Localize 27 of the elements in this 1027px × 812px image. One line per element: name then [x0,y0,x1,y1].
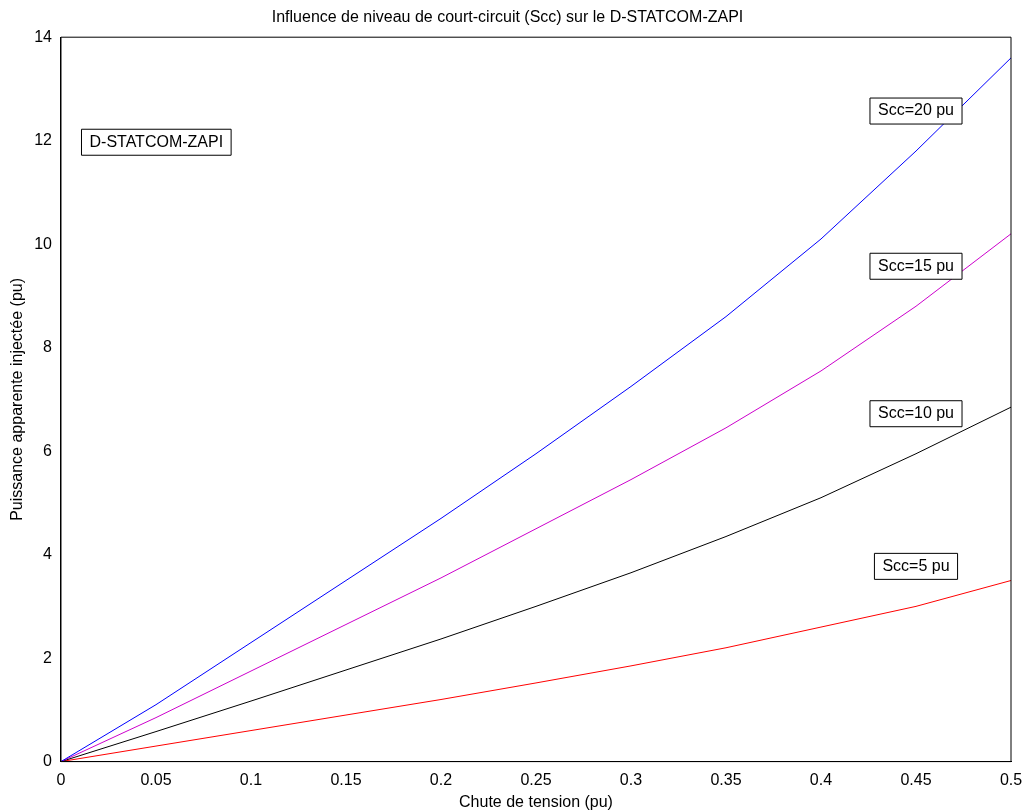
x-tick-label: 0.25 [520,770,552,788]
x-tick-label: 0.4 [809,770,833,788]
series-label: Scc=10 pu [877,404,955,422]
x-tick-label: 0.05 [140,770,172,788]
y-tick-label: 6 [43,441,53,459]
series-label: Scc=5 pu [882,556,950,574]
y-tick-label: 14 [34,27,53,45]
x-tick-label: 0.15 [330,770,362,788]
y-tick-label: 12 [34,131,53,149]
series-label: Scc=20 pu [877,101,955,119]
y-tick-label: 10 [34,234,53,252]
y-tick-label: 2 [43,648,53,666]
x-tick-label: 0.3 [619,770,643,788]
x-axis-title: Chute de tension (pu) [459,792,613,810]
y-tick-label: 4 [43,545,53,563]
chart-title: Influence de niveau de court-circuit (Scc) sur le D-STATCOM-ZAPI [271,8,744,26]
x-tick-label: 0.45 [900,770,932,788]
x-tick-label: 0.5 [999,770,1023,788]
series-label: Scc=15 pu [877,256,955,274]
y-tick-label: 0 [43,752,53,770]
annotation: D-STATCOM-ZAPI [89,132,224,150]
y-axis-title: Puissance apparente injectée (pu) [8,277,26,521]
x-tick-label: 0.35 [710,770,742,788]
x-tick-label: 0.1 [239,770,263,788]
y-tick-label: 8 [43,338,53,356]
x-tick-label: 0.2 [429,770,453,788]
x-tick-label: 0 [56,770,66,788]
